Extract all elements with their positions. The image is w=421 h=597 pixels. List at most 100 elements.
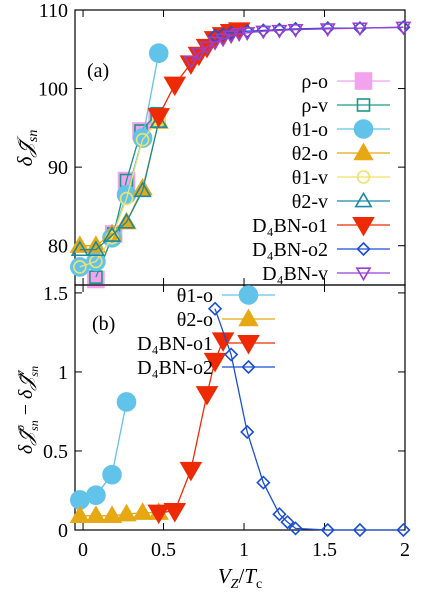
legend-entry-d4bn_o1: D₄BN-o1 <box>137 333 275 355</box>
y-tick-label: 0.5 <box>43 441 68 463</box>
legend-label: D₄BN-o1 <box>252 215 328 237</box>
legend-label: θ2-o <box>292 143 328 165</box>
data-point-theta1_o <box>102 464 122 485</box>
data-point-d4bn_o2 <box>352 522 368 538</box>
panel-a-label: (a) <box>87 60 109 82</box>
data-point-d4bn_v <box>223 30 240 45</box>
legend-entry-theta1_o: θ1-o <box>292 119 390 141</box>
x-tick-label: 2 <box>400 539 410 561</box>
panel-b-series <box>69 301 411 538</box>
legend-marker-d4bn_o2 <box>356 241 371 257</box>
legend-label: θ1-o <box>177 285 213 307</box>
legend-marker-d4bn_o1 <box>237 334 260 355</box>
y-tick-label: 110 <box>39 0 68 22</box>
y-tick-label: 1 <box>58 362 68 384</box>
data-point-theta1_v <box>135 132 150 147</box>
data-point-theta2_o <box>132 502 153 520</box>
data-point-d4bn_v <box>190 47 207 62</box>
y-tick-label: 1.5 <box>43 283 68 305</box>
series-line-theta1_o <box>79 401 128 501</box>
legend-marker-d4bn_v <box>355 267 372 282</box>
data-point-d4bn_v <box>271 24 288 39</box>
data-point-d4bn_o2 <box>256 475 271 490</box>
legend-label: ρ-v <box>301 95 328 117</box>
data-point-d4bn_o2 <box>396 522 411 538</box>
data-point-theta2_o <box>69 505 91 523</box>
x-tick-label: 1 <box>239 539 249 561</box>
data-point-theta1_o <box>148 43 169 64</box>
data-point-d4bn_o1 <box>179 461 203 482</box>
data-point-d4bn_o2 <box>215 27 231 42</box>
data-point-d4bn_o2 <box>272 507 287 522</box>
panel-a-series <box>69 20 412 289</box>
panel-b-frame <box>74 284 406 531</box>
panel-a-y-ticks: 80 90 100 110 <box>38 0 405 258</box>
legend-label: θ2-o <box>177 309 213 331</box>
panel-b-x-ticks: 0 0.5 1 1.5 2 <box>78 285 410 561</box>
legend-entry-d4bn_o2: D₄BN-o2 <box>137 357 275 379</box>
data-point-theta2_v <box>117 212 136 229</box>
data-point-d4bn_v <box>199 41 215 56</box>
panel-b-y-ticks: 0 0.5 1 1.5 <box>43 283 405 542</box>
legend-entry-theta1_o: θ1-o <box>177 285 275 307</box>
data-point-d4bn_v <box>395 21 412 36</box>
data-point-d4bn_v <box>182 55 199 70</box>
legend-entry-theta1_v: θ1-v <box>292 167 390 189</box>
legend-entry-d4bn_o1: D₄BN-o1 <box>252 215 390 237</box>
data-point-d4bn_o1 <box>147 108 170 128</box>
x-tick-label: 1.5 <box>312 539 337 561</box>
legend-marker-theta2_o <box>238 308 259 327</box>
x-tick-label: 0.5 <box>151 539 176 561</box>
data-point-d4bn_o2 <box>280 514 295 530</box>
data-point-theta1_o <box>116 392 137 412</box>
panel-a-y-axis-label: δ𝒥̄sn <box>13 130 41 167</box>
y-tick-label: 100 <box>38 79 68 101</box>
data-point-d4bn_o2 <box>207 301 223 316</box>
legend-marker-rho_o <box>354 72 373 90</box>
data-point-d4bn_v <box>215 33 232 48</box>
data-point-d4bn_o2 <box>224 347 239 362</box>
legend-entry-theta2_o: θ2-o <box>292 142 390 165</box>
data-point-d4bn_o2 <box>320 522 335 538</box>
legend-label: ρ-o <box>301 71 328 93</box>
x-tick-label: 0 <box>78 539 88 561</box>
legend-marker-d4bn_o1 <box>352 217 375 237</box>
data-point-d4bn_v <box>239 27 256 41</box>
data-point-d4bn_v <box>351 22 368 37</box>
panel-a-frame <box>74 9 406 286</box>
data-point-theta2_o <box>85 505 107 523</box>
panel-a-x-ticks <box>82 10 406 285</box>
data-point-d4bn_o1 <box>163 76 187 97</box>
data-point-d4bn_o1 <box>203 352 227 373</box>
panel-b-y-axis-label: δ𝒥̄osn − δ𝒥̄vsn <box>13 366 41 454</box>
legend-label: θ1-v <box>292 167 328 189</box>
series-line-theta2_v <box>79 121 160 251</box>
data-point-d4bn_o1 <box>195 386 219 406</box>
data-point-theta2_v <box>133 181 152 198</box>
series-d4bn_v <box>182 21 412 70</box>
legend-marker-theta2_o <box>353 142 374 161</box>
data-point-d4bn_o1 <box>211 332 235 352</box>
data-point-d4bn_v <box>255 25 272 40</box>
data-point-d4bn_v <box>231 27 248 42</box>
y-tick-label: 80 <box>48 236 68 258</box>
series-d4bn_o1 <box>147 332 235 525</box>
data-point-d4bn_o2 <box>240 424 255 440</box>
data-point-theta2_v <box>70 240 89 257</box>
legend-label: D₄BN-o2 <box>137 357 213 379</box>
data-point-theta1_v <box>73 260 87 274</box>
y-tick-label: 0 <box>58 520 68 542</box>
legend-marker-theta1_o <box>238 285 259 305</box>
data-point-d4bn_v <box>319 23 336 38</box>
data-point-theta1_o <box>86 485 106 506</box>
data-point-theta1_v <box>119 191 134 206</box>
data-point-d4bn_o2 <box>288 521 303 536</box>
panel-b: 0 0.5 1 1.5 0 0.5 1 1.5 2 (b) θ1-oθ2-oD₄BN-o1D₄… <box>13 283 411 561</box>
data-point-d4bn_o1 <box>163 503 187 523</box>
x-axis-label: VZ/Tc <box>218 564 262 592</box>
legend-label: D₄BN-o2 <box>252 239 328 261</box>
data-point-d4bn_v <box>207 36 224 51</box>
